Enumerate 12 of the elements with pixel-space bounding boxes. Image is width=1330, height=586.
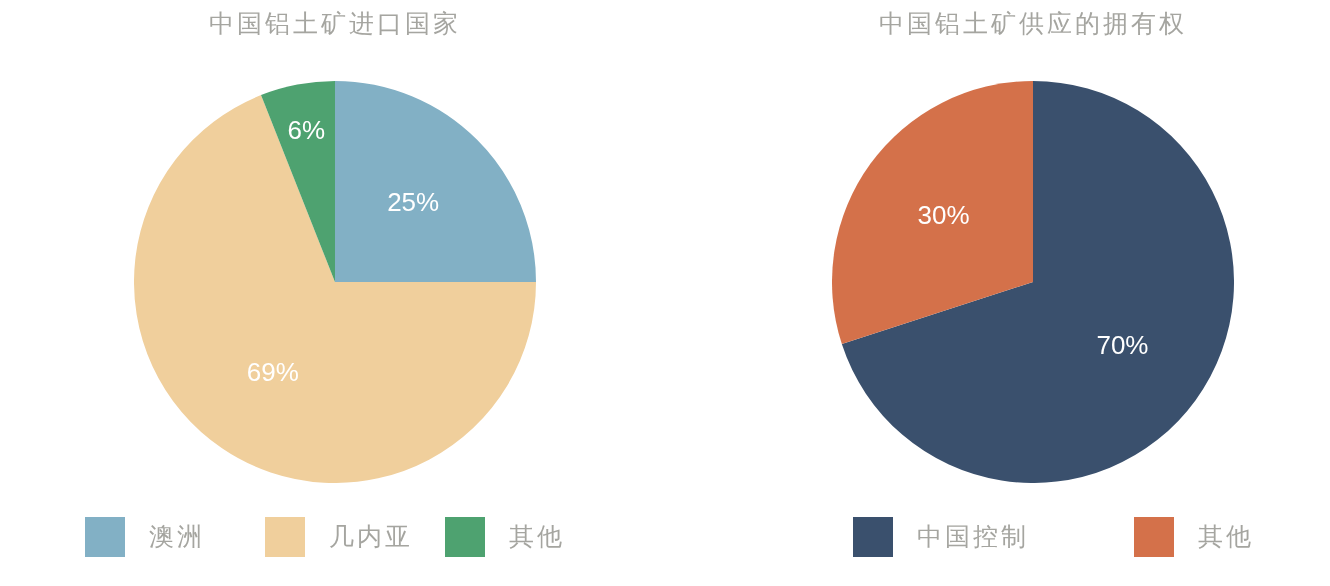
legend-label: 几内亚 [329, 521, 413, 553]
data-label: 69% [246, 356, 299, 387]
legend-label: 其他 [509, 521, 565, 553]
data-label: 70% [1096, 330, 1149, 361]
legend-label: 其他 [1198, 521, 1254, 553]
legend-label: 中国控制 [917, 521, 1029, 553]
legend-label: 澳洲 [149, 521, 205, 553]
chart-title: 中国铝土矿进口国家 [208, 8, 462, 40]
chart-title: 中国铝土矿供应的拥有权 [878, 8, 1188, 40]
data-label: 25% [387, 187, 440, 217]
data-label: 6% [287, 115, 326, 146]
data-label: 30% [917, 200, 970, 231]
